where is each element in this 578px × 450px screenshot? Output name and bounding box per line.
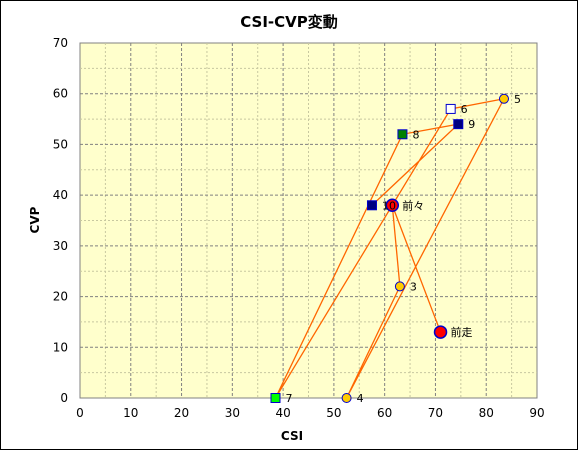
grid-lines: [80, 43, 537, 398]
y-tick-label: 20: [53, 290, 68, 304]
series-lines: [274, 97, 506, 399]
data-point: [366, 200, 377, 211]
data-point: [397, 129, 408, 140]
y-tick-label: 60: [53, 87, 68, 101]
data-point: [498, 93, 509, 104]
data-point: [394, 281, 405, 292]
x-tick-label: 90: [529, 406, 544, 420]
data-point: [445, 103, 456, 114]
chart-title: CSI-CVP変動: [240, 13, 338, 31]
x-tick-label: 70: [428, 406, 443, 420]
y-tick-label: 50: [53, 137, 68, 151]
data-label: 4: [357, 392, 364, 405]
data-label: 6: [461, 103, 468, 116]
x-tick-label: 20: [174, 406, 189, 420]
data-points: [270, 93, 509, 403]
x-axis-label: CSI: [281, 429, 303, 443]
y-tick-label: 70: [53, 36, 68, 50]
data-label: 7: [285, 392, 292, 405]
x-tick-label: 50: [326, 406, 341, 420]
data-label: 前々: [402, 198, 424, 212]
data-label: 9: [468, 118, 475, 131]
x-tick-label: 80: [479, 406, 494, 420]
y-tick-label: 30: [53, 239, 68, 253]
data-point: [270, 393, 281, 403]
data-label: 3: [410, 280, 417, 293]
y-tick-labels: 0 10 20 30 40 50 60 70: [53, 36, 68, 405]
data-label: 前走: [451, 325, 473, 339]
x-tick-label: 10: [123, 406, 138, 420]
data-point: [433, 325, 448, 339]
data-point: [341, 393, 352, 403]
x-tick-label: 60: [377, 406, 392, 420]
data-point: [453, 119, 464, 130]
y-tick-label: 40: [53, 188, 68, 202]
data-label: 5: [514, 93, 521, 106]
x-tick-label: 40: [275, 406, 290, 420]
series-line: [274, 97, 506, 399]
y-tick-label: 10: [53, 340, 68, 354]
x-tick-label: 0: [76, 406, 84, 420]
y-axis-label: CVP: [28, 206, 42, 233]
x-tick-labels: 0 10 20 30 40 50 60 70 80 90: [76, 406, 544, 420]
data-point: [385, 198, 400, 213]
data-label: 10: [382, 199, 396, 212]
data-labels: 前走 前々 3 4 5 6 7 8 9 10: [285, 93, 521, 405]
data-label: 8: [412, 128, 419, 141]
y-tick-label: 0: [60, 391, 68, 405]
x-tick-label: 30: [225, 406, 240, 420]
